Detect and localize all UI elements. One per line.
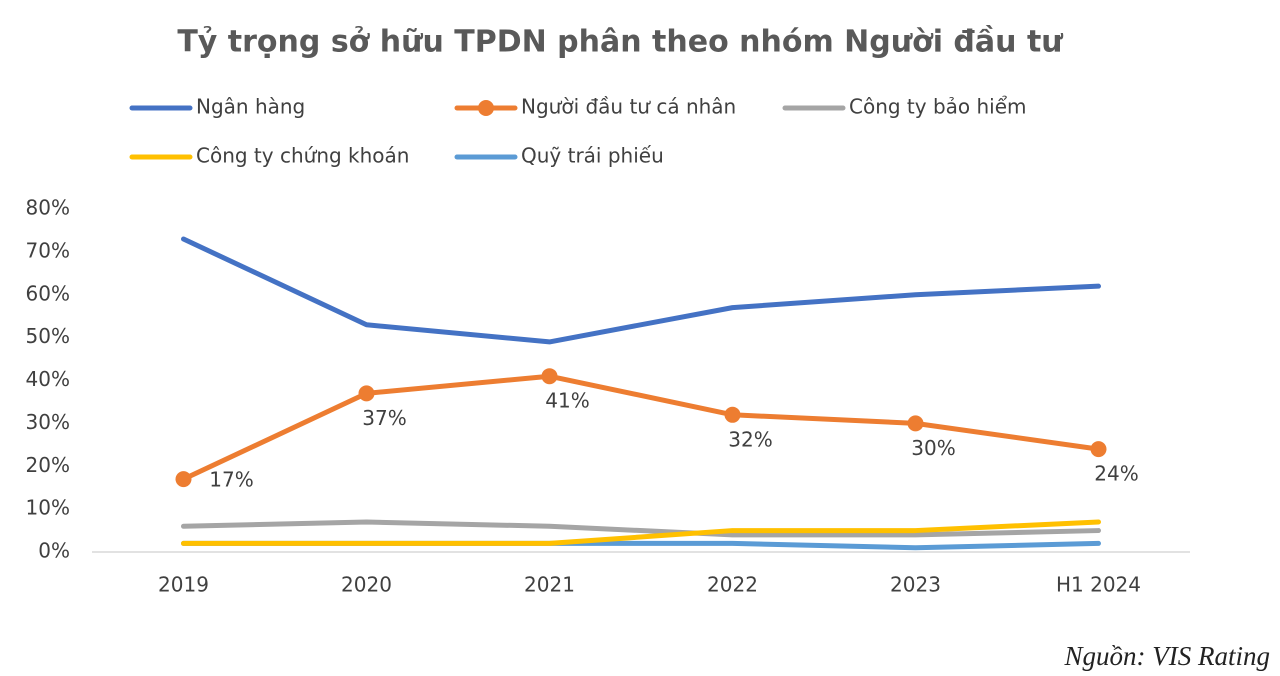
- point: [1090, 441, 1107, 458]
- legend-label: Công ty chứng khoán: [196, 144, 409, 168]
- data-label: 41%: [545, 389, 589, 413]
- data-label: 30%: [911, 436, 955, 460]
- x-tick-label: 2021: [524, 573, 575, 597]
- legend-label: Quỹ trái phiếu: [521, 144, 664, 168]
- y-tick-label: 20%: [26, 453, 70, 477]
- y-tick-label: 80%: [26, 196, 70, 220]
- x-tick-label: H1 2024: [1056, 573, 1141, 597]
- x-tick-label: 2023: [890, 573, 941, 597]
- data-label: 24%: [1094, 462, 1138, 486]
- series-line: [181, 519, 1101, 546]
- x-tick-label: 2020: [341, 573, 392, 597]
- y-tick-label: 70%: [26, 238, 70, 262]
- x-tick-label: 2022: [707, 573, 758, 597]
- y-tick-label: 50%: [26, 324, 70, 348]
- source: Nguồn: VIS Rating: [1064, 641, 1270, 671]
- y-tick-label: 30%: [26, 410, 70, 434]
- series-line: [181, 519, 1101, 538]
- point: [907, 415, 924, 432]
- point: [541, 368, 558, 385]
- point: [175, 471, 192, 488]
- y-tick-label: 60%: [26, 281, 70, 305]
- y-tick-label: 10%: [26, 496, 70, 520]
- legend-label: Công ty bảo hiểm: [849, 95, 1027, 119]
- data-label: 17%: [209, 468, 253, 492]
- point: [358, 385, 375, 402]
- point: [724, 406, 741, 423]
- data-label: 32%: [728, 427, 772, 451]
- series-line: [181, 373, 1101, 482]
- legend-label: Ngân hàng: [196, 95, 305, 119]
- x-tick-label: 2019: [158, 573, 209, 597]
- series-line: [181, 236, 1101, 345]
- data-label: 37%: [362, 406, 406, 430]
- chart-title: Tỷ trọng sở hữu TPDN phân theo nhóm Ngườ…: [177, 25, 1063, 60]
- legend-label: Người đầu tư cá nhân: [521, 95, 736, 119]
- legend-marker: [478, 100, 494, 116]
- y-tick-label: 0%: [38, 539, 70, 563]
- y-tick-label: 40%: [26, 367, 70, 391]
